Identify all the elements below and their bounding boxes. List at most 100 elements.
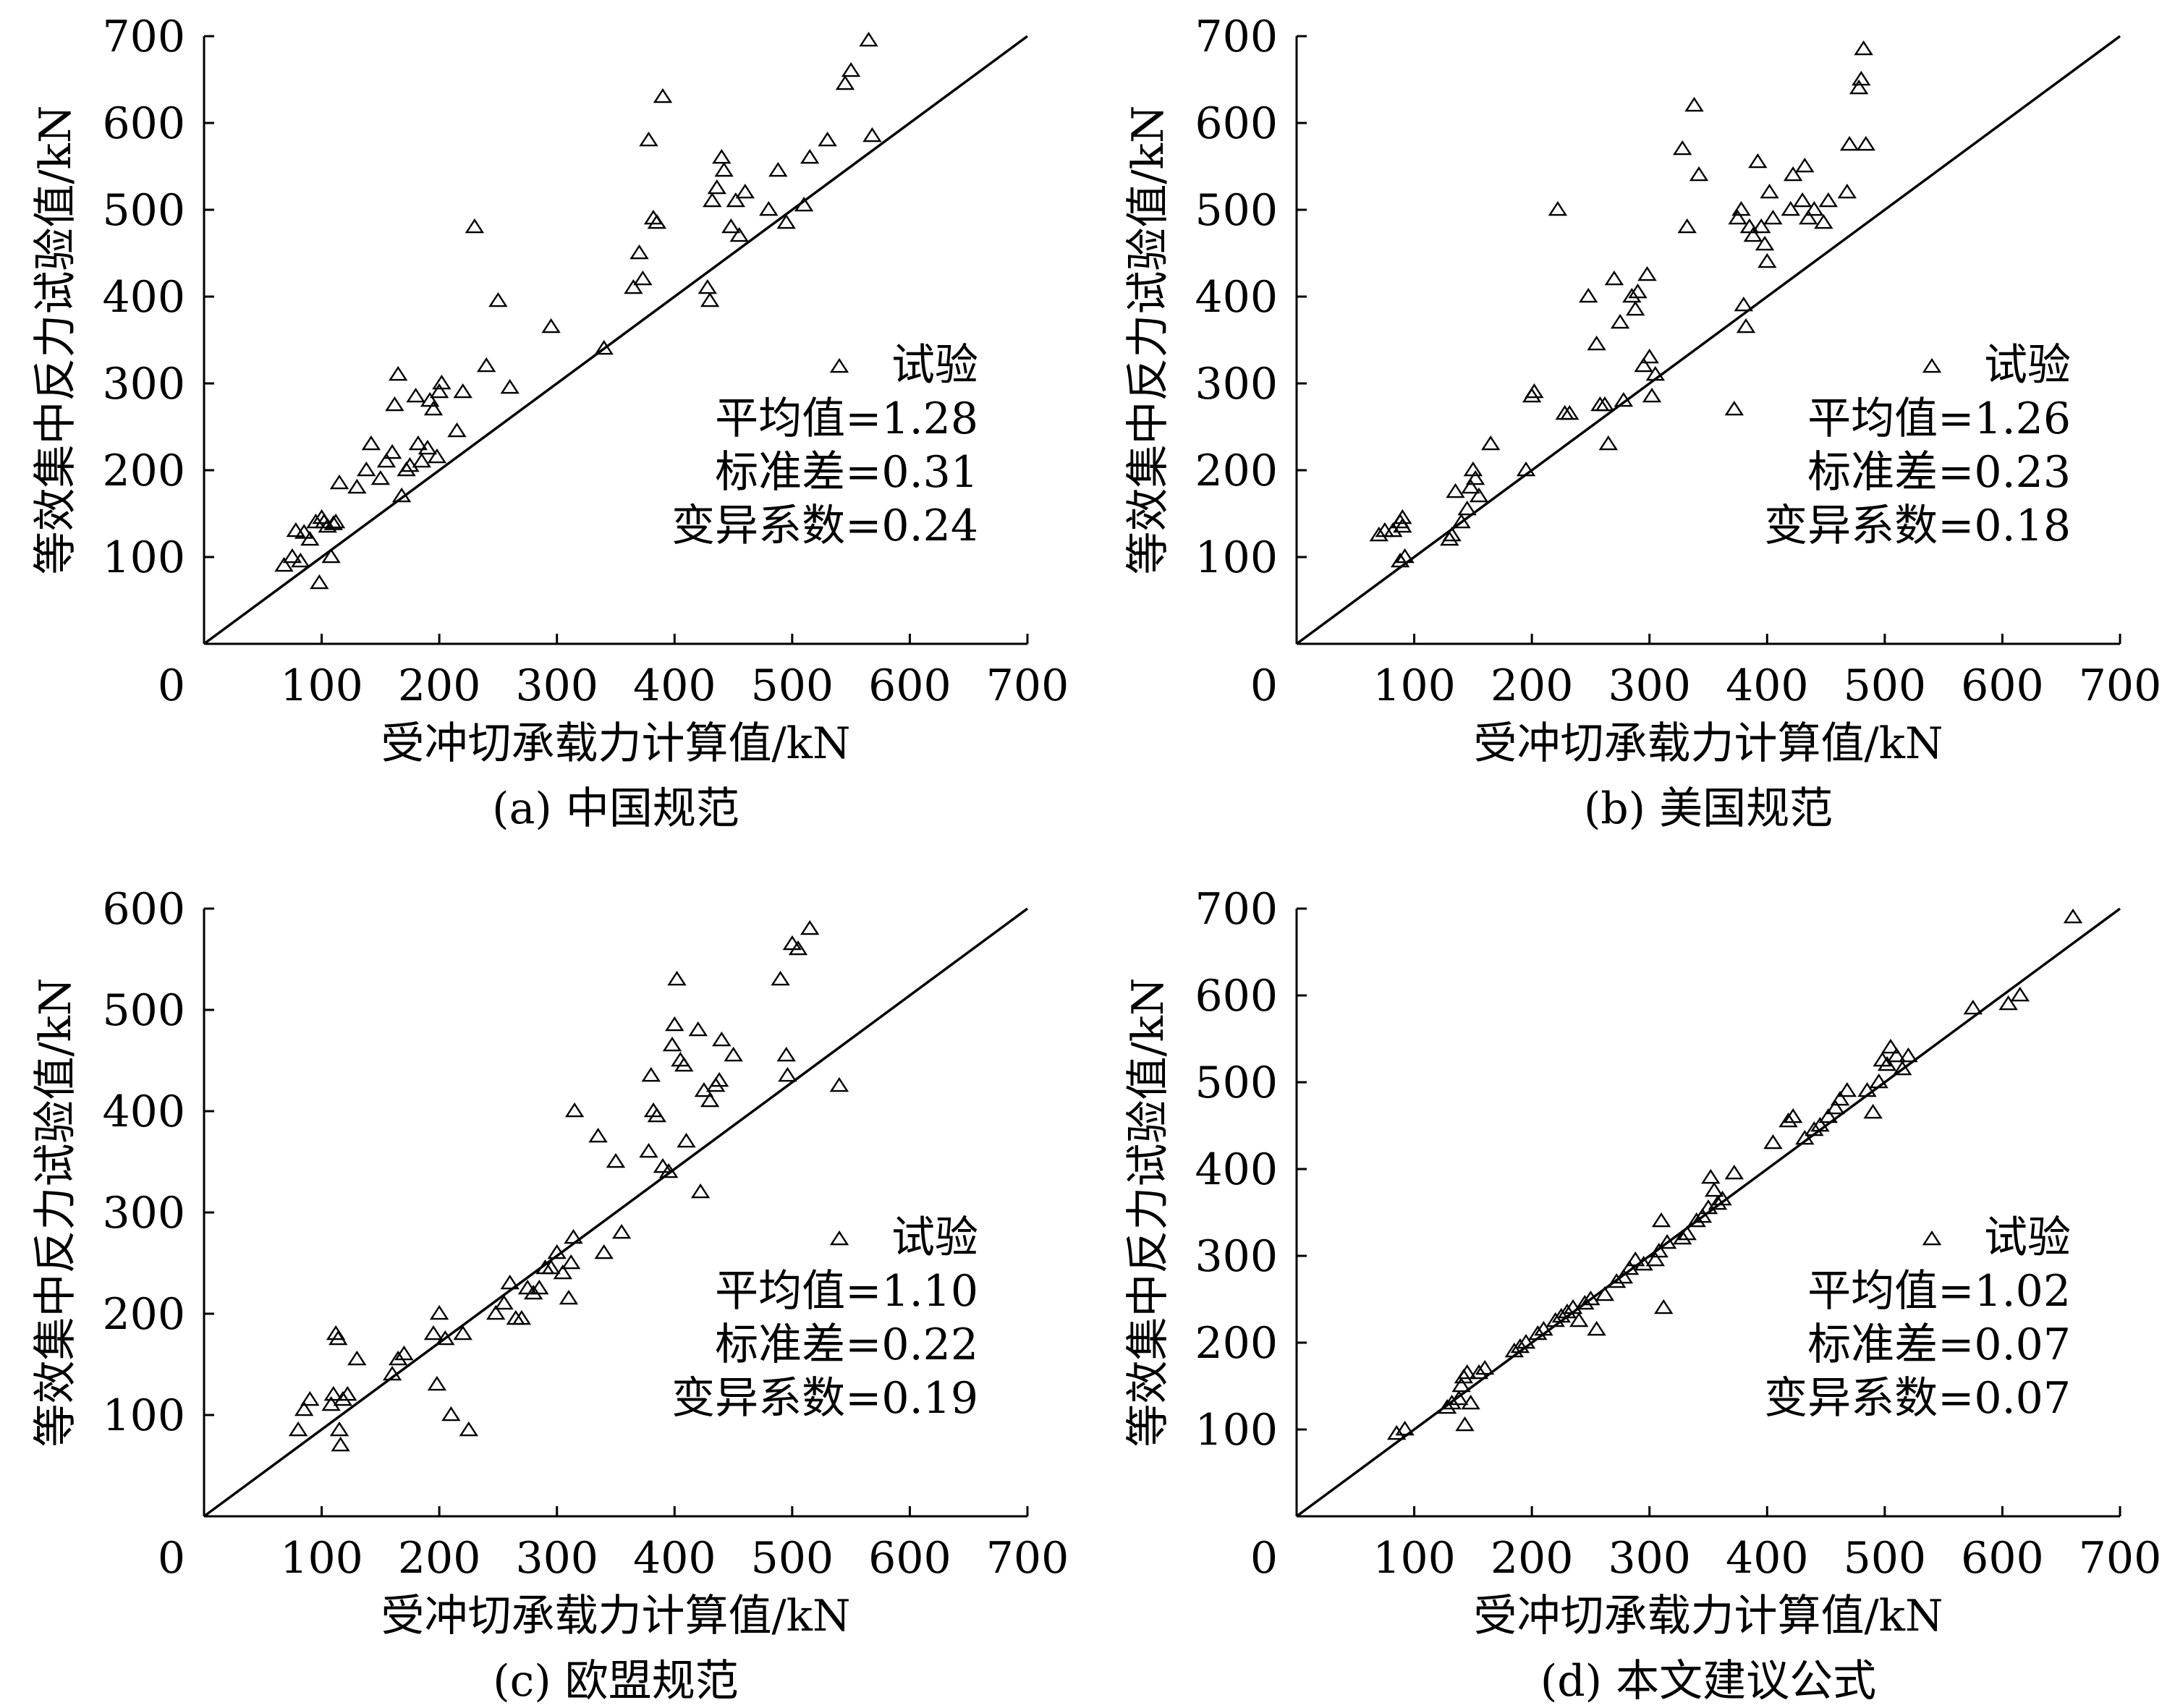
data-point: [1751, 218, 1771, 234]
data-point: [294, 1401, 314, 1416]
stat-text: 平均值=1.10: [715, 1266, 978, 1317]
data-point: [1446, 483, 1465, 498]
data-point: [427, 1375, 447, 1391]
data-point: [417, 439, 438, 455]
data-point: [835, 75, 855, 90]
reference-line: [1295, 35, 2121, 645]
data-point: [1810, 1116, 1830, 1132]
data-point: [667, 970, 687, 986]
data-point: [385, 396, 404, 412]
y-tick-label: 600: [102, 98, 185, 149]
data-point: [1837, 1082, 1857, 1097]
data-point: [1451, 513, 1471, 529]
data-point: [1504, 1342, 1525, 1358]
x-tick-label: 300: [1608, 1533, 1691, 1584]
data-point: [1390, 552, 1410, 568]
legend-label: 试验: [1984, 340, 2071, 391]
legend-marker: [829, 1230, 849, 1246]
legend-label: 试验: [1984, 1212, 2071, 1263]
data-point: [759, 200, 779, 216]
data-point: [1587, 335, 1606, 351]
data-point: [1581, 1290, 1600, 1306]
data-point: [323, 515, 344, 530]
data-point: [1778, 1112, 1798, 1128]
data-point: [1637, 265, 1657, 281]
data-point: [1559, 404, 1580, 420]
y-tick-label: 400: [1195, 272, 1278, 323]
data-point: [523, 1284, 543, 1300]
data-point: [288, 1421, 308, 1437]
y-tick-label: 300: [102, 359, 185, 409]
data-point: [1548, 200, 1568, 216]
data-point: [1701, 1168, 1721, 1184]
data-point: [1393, 517, 1412, 533]
data-point: [1758, 252, 1777, 268]
data-point: [778, 1066, 797, 1082]
x-tick-label: 300: [515, 660, 598, 711]
x-axis-title: 受冲切承载力计算值/kN: [381, 1591, 850, 1641]
data-point: [494, 1294, 514, 1310]
data-point: [1461, 478, 1480, 494]
y-tick-label: 100: [1195, 532, 1278, 583]
data-point: [1557, 1303, 1577, 1319]
data-point: [1763, 209, 1783, 225]
data-point: [394, 1345, 414, 1361]
data-point: [423, 1325, 444, 1341]
x-tick-label: 0: [1250, 1533, 1278, 1584]
x-tick-label: 400: [633, 660, 716, 711]
legend-marker: [829, 357, 849, 373]
data-point: [1963, 999, 1983, 1015]
data-point: [1575, 1294, 1595, 1310]
x-tick-label: 400: [633, 1533, 716, 1584]
data-point: [639, 131, 658, 147]
data-point: [388, 365, 408, 381]
data-point: [512, 1309, 532, 1325]
data-point: [553, 1264, 573, 1280]
data-point: [294, 524, 314, 539]
data-point: [1606, 1272, 1627, 1288]
data-point: [1642, 387, 1662, 403]
data-point: [1546, 1312, 1565, 1327]
data-point: [1805, 200, 1824, 216]
data-point: [1457, 1364, 1477, 1380]
data-point: [1677, 1225, 1697, 1241]
x-tick-label: 700: [2079, 660, 2162, 711]
data-point: [665, 1016, 684, 1032]
data-point: [1649, 1242, 1669, 1258]
x-tick-label: 300: [1608, 660, 1691, 711]
data-point: [1687, 1212, 1706, 1228]
stat-text: 标准差=0.22: [715, 1320, 978, 1370]
data-point: [564, 1102, 585, 1118]
data-point: [391, 487, 412, 503]
data-point: [639, 1142, 658, 1158]
data-point: [465, 218, 485, 234]
data-point: [1469, 487, 1489, 503]
data-point: [700, 292, 720, 307]
data-point: [841, 61, 861, 77]
y-tick-label: 500: [102, 185, 185, 236]
data-point: [1645, 365, 1666, 381]
data-point: [328, 1330, 348, 1346]
data-point: [1734, 296, 1754, 312]
panel-caption: (b) 美国规范: [1584, 783, 1833, 834]
x-tick-label: 600: [1961, 660, 2044, 711]
data-point: [1551, 1307, 1572, 1323]
data-point: [2010, 986, 2030, 1002]
data-point: [1469, 1364, 1489, 1380]
data-point: [724, 1046, 743, 1062]
data-point: [1475, 1359, 1495, 1375]
data-point: [1595, 1286, 1615, 1301]
x-tick-label: 300: [515, 1533, 598, 1584]
data-point: [862, 127, 882, 143]
data-point: [1604, 270, 1624, 286]
data-point: [1689, 166, 1709, 182]
stat-text: 变异系数=0.24: [671, 501, 978, 551]
panel-d-chart: 0 100 200 300 400 500 600 700 100 200 300 400 500 600…: [1123, 884, 2161, 1707]
data-point: [1818, 192, 1839, 208]
x-axis-title: 受冲切承载力计算值/kN: [381, 718, 850, 769]
data-point: [541, 1259, 561, 1275]
data-point: [1651, 1212, 1671, 1228]
data-point: [800, 919, 820, 935]
y-tick-label: 500: [1195, 185, 1278, 236]
